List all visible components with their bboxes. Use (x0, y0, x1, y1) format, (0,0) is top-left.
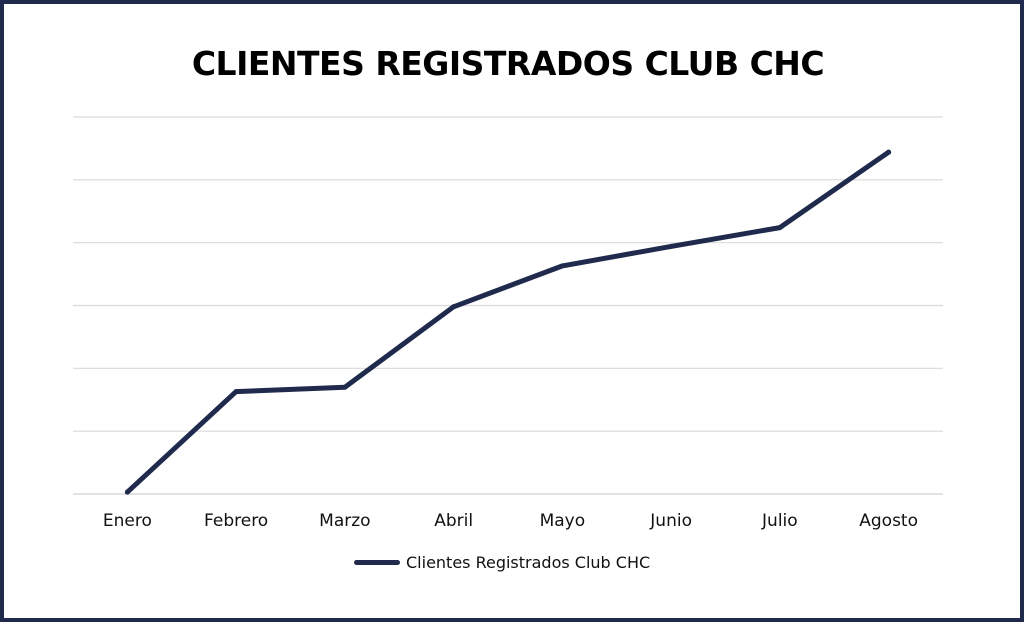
gridlines (73, 116, 943, 495)
data-point-agosto (886, 149, 892, 155)
data-point-febrero (233, 389, 239, 395)
data-point-junio (668, 243, 674, 249)
data-point-julio (777, 225, 783, 231)
data-point-abril (451, 304, 457, 310)
x-tick-label: Mayo (540, 511, 586, 531)
x-tick-label: Enero (103, 511, 152, 531)
legend-label: Clientes Registrados Club CHC (406, 553, 651, 572)
x-tick-label: Febrero (204, 511, 268, 531)
x-tick-label: Julio (761, 511, 798, 531)
x-tick-label: Agosto (859, 511, 918, 531)
data-point-enero (124, 489, 130, 495)
x-tick-label: Junio (649, 511, 692, 531)
legend: Clientes Registrados Club CHC (354, 553, 650, 572)
x-tick-label: Abril (434, 511, 473, 531)
x-axis-tick-labels: Enero Febrero Marzo Abril Mayo Junio Julio Agos… (103, 511, 918, 531)
series-layer (124, 149, 892, 495)
chart-title: CLIENTES REGISTRADOS CLUB CHC (191, 44, 825, 83)
series-line (124, 149, 892, 495)
data-point-mayo (559, 263, 565, 269)
x-tick-label: Marzo (319, 511, 370, 531)
legend-swatch (354, 560, 400, 565)
data-point-marzo (342, 384, 348, 390)
